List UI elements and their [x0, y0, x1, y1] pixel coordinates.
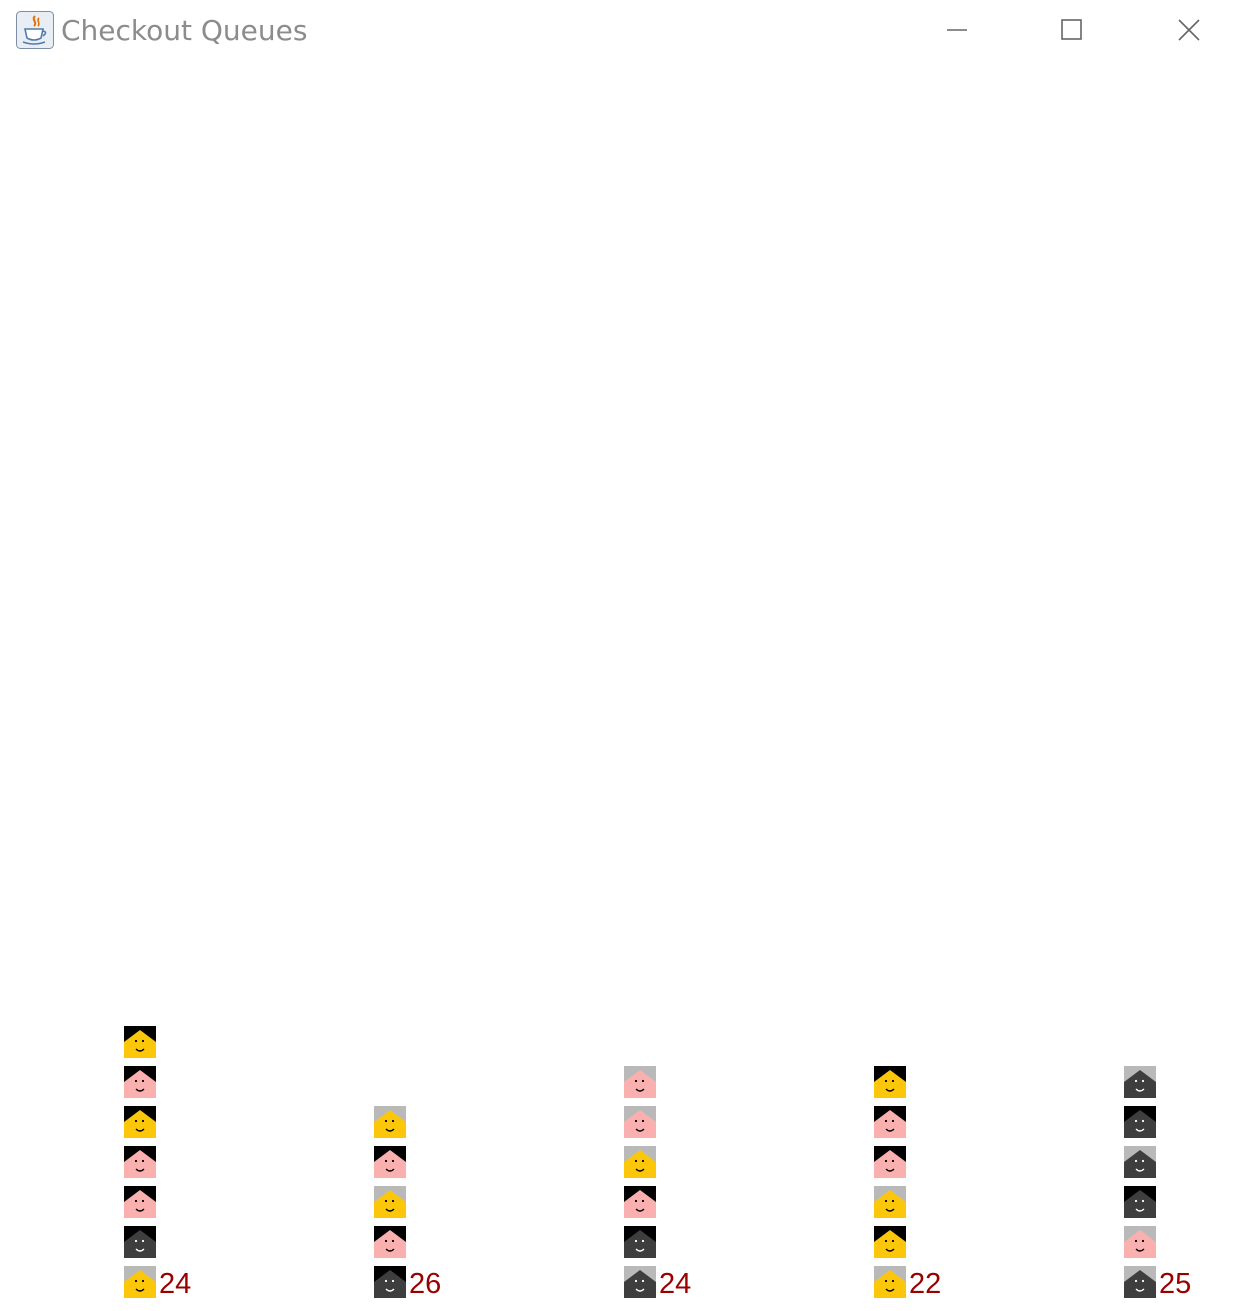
- customer-icon: [374, 1106, 406, 1138]
- queue-count-label: 24: [659, 1268, 691, 1300]
- title-bar[interactable]: Checkout Queues: [0, 0, 1244, 62]
- checkout-queue-3: 24: [624, 62, 734, 1311]
- maximize-icon: [1017, 0, 1127, 60]
- customer-icon: [124, 1106, 156, 1138]
- java-cup-icon[interactable]: [16, 11, 54, 49]
- close-icon: [1134, 0, 1244, 60]
- queue-canvas: 24 26 24 22 25: [0, 62, 1244, 1311]
- customer-icon: [124, 1146, 156, 1178]
- customer-icon: [624, 1266, 656, 1298]
- maximize-button[interactable]: [1017, 0, 1127, 60]
- customer-icon: [374, 1186, 406, 1218]
- customer-icon: [374, 1226, 406, 1258]
- customer-icon: [874, 1266, 906, 1298]
- customer-icon: [624, 1146, 656, 1178]
- customer-icon: [1124, 1146, 1156, 1178]
- customer-icon: [874, 1226, 906, 1258]
- customer-icon: [1124, 1266, 1156, 1298]
- customer-icon: [1124, 1226, 1156, 1258]
- window-title: Checkout Queues: [61, 14, 307, 48]
- checkout-queue-2: 26: [374, 62, 484, 1311]
- close-button[interactable]: [1134, 0, 1244, 60]
- minimize-icon: [902, 0, 1012, 60]
- customer-icon: [124, 1066, 156, 1098]
- customer-icon: [1124, 1106, 1156, 1138]
- customer-icon: [124, 1186, 156, 1218]
- queue-count-label: 25: [1159, 1268, 1191, 1300]
- checkout-queue-4: 22: [874, 62, 984, 1311]
- customer-icon: [624, 1186, 656, 1218]
- customer-icon: [874, 1066, 906, 1098]
- customer-icon: [874, 1186, 906, 1218]
- queue-count-label: 24: [159, 1268, 191, 1300]
- customer-icon: [374, 1146, 406, 1178]
- queue-count-label: 22: [909, 1268, 941, 1300]
- customer-icon: [624, 1226, 656, 1258]
- customer-icon: [1124, 1066, 1156, 1098]
- customer-icon: [624, 1066, 656, 1098]
- customer-icon: [874, 1146, 906, 1178]
- customer-icon: [374, 1266, 406, 1298]
- queue-count-label: 26: [409, 1268, 441, 1300]
- customer-icon: [624, 1106, 656, 1138]
- customer-icon: [124, 1026, 156, 1058]
- customer-icon: [124, 1226, 156, 1258]
- minimize-button[interactable]: [902, 0, 1012, 60]
- checkout-queue-5: 25: [1124, 62, 1234, 1311]
- customer-icon: [124, 1266, 156, 1298]
- customer-icon: [1124, 1186, 1156, 1218]
- customer-icon: [874, 1106, 906, 1138]
- checkout-queue-1: 24: [124, 62, 234, 1311]
